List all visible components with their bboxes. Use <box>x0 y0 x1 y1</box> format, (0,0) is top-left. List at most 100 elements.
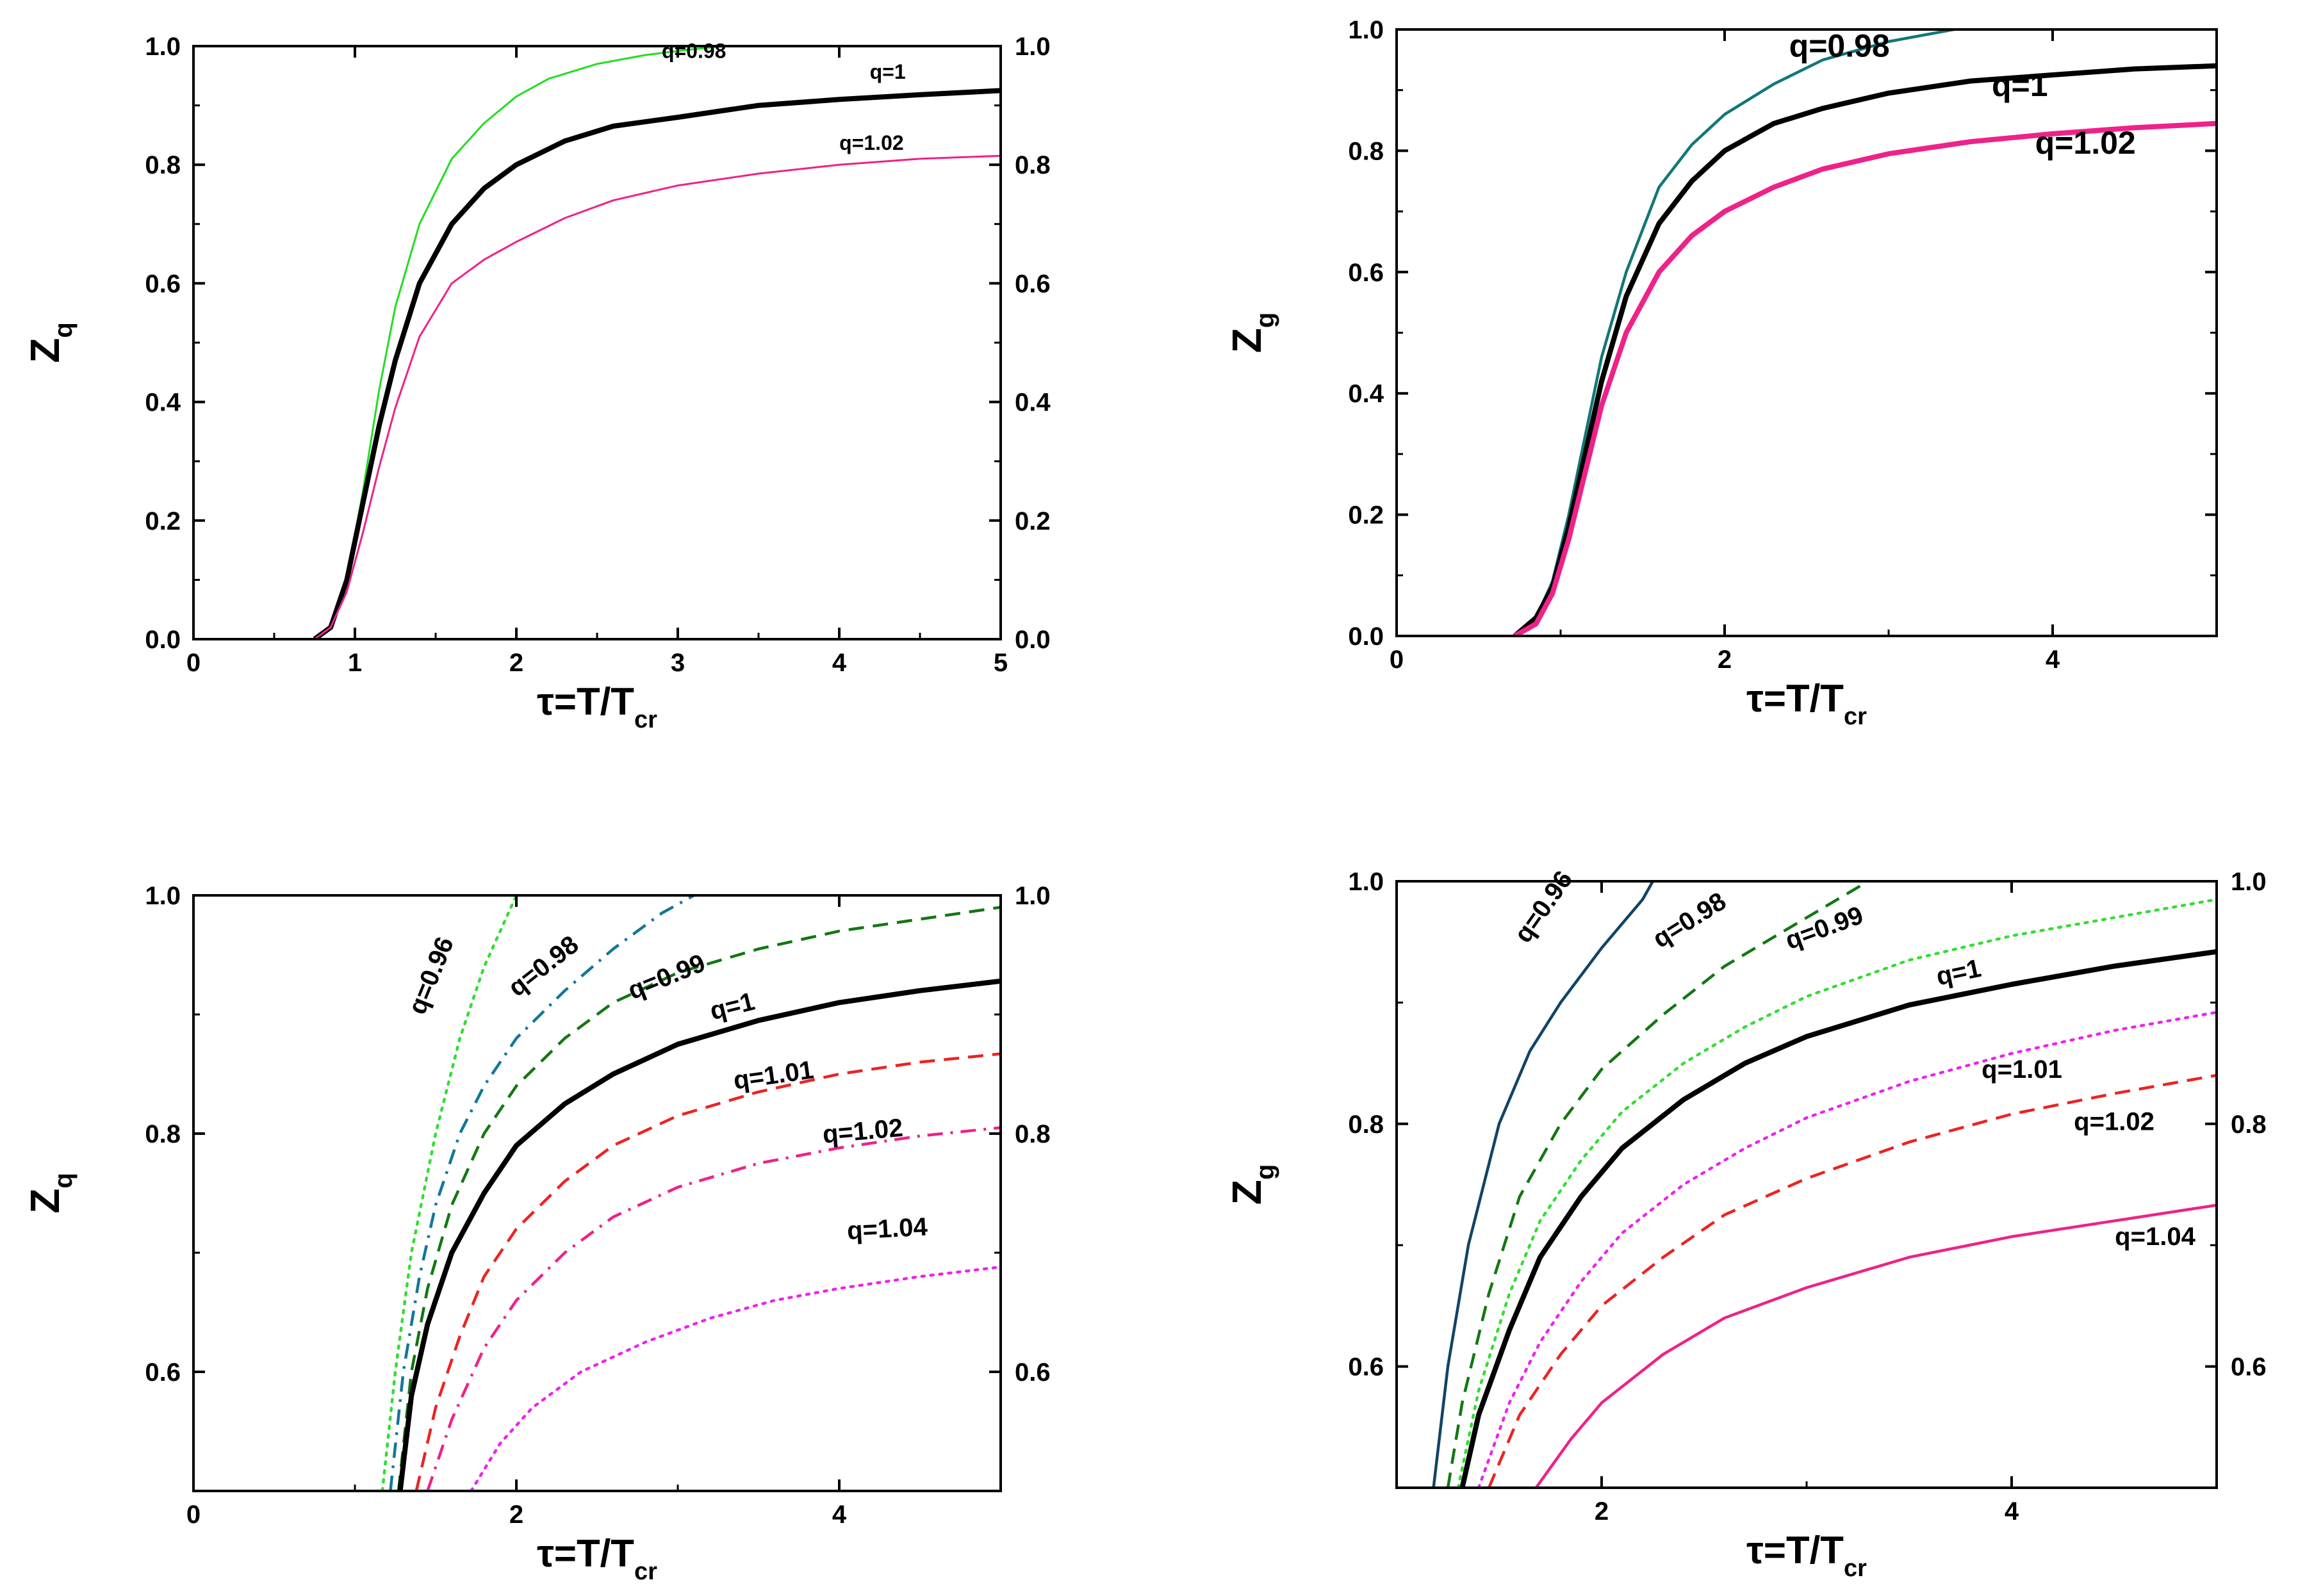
curve-label: q=1.01 <box>732 1055 816 1095</box>
x-axis-label: τ=T/Tcr <box>537 680 657 733</box>
panel-bottom-left: 0 2 4 0.6 0.6 0.8 0.8 1.0 1.0 τ=T/Tcr Zq q=0.96 q=0.… <box>22 882 1051 1585</box>
curve-label: q=1.04 <box>846 1213 929 1246</box>
panel-top-right: 0 2 4 0.0 0.2 0.4 0.6 0.8 1.0 τ=T/Tcr Zg q=0.98 q=1 q… <box>1224 16 2218 730</box>
y-tick-label: 1.0 <box>145 33 181 61</box>
series-group <box>313 46 1001 639</box>
curve-label: q=0.99 <box>1782 901 1867 955</box>
series-line-q-0-98 <box>1513 29 1955 636</box>
y-axis-label: Zq <box>22 322 78 363</box>
x-axis-label: τ=T/Tcr <box>537 1532 657 1585</box>
y-tick-label: 0.6 <box>1348 1353 1384 1381</box>
series-line-q-1-04 <box>1534 1203 2217 1488</box>
series-line-q-0-99 <box>397 906 1001 1491</box>
x-tick-label: 2 <box>509 1501 523 1529</box>
series-group <box>1513 29 2217 636</box>
y-tick-label: 0.6 <box>145 270 181 298</box>
y-tick-label-right: 1.0 <box>1015 882 1051 910</box>
plot-frame <box>192 894 1002 1492</box>
y-axis-label: Zq <box>22 1173 78 1214</box>
y-tick-label: 0.0 <box>145 626 181 654</box>
curve-label: q=1.02 <box>2074 1107 2154 1136</box>
panel-top-left: 0 1 2 3 4 50.0 0.00.2 0.20.4 0.40.6 0.60.8 0.81.0 1… <box>22 33 1051 733</box>
series-group <box>1432 881 2217 1488</box>
y-tick-label-right: 1.0 <box>1015 33 1051 61</box>
x-tick-label: 4 <box>2046 646 2060 674</box>
series-line-q-0-96 <box>381 895 518 1491</box>
y-tick-label-right: 0.8 <box>2231 1111 2267 1139</box>
x-tick-label: 4 <box>832 1501 847 1529</box>
curve-label: q=0.98 <box>662 40 726 63</box>
curve-label: q=0.98 <box>503 931 584 1002</box>
series-line-q-1 <box>1513 63 2217 636</box>
x-tick-label: 2 <box>1718 646 1732 674</box>
series-line-q-0-96 <box>1432 881 1654 1488</box>
series-line-q-1-02 <box>1513 120 2217 636</box>
curve-label: q=1.04 <box>2115 1223 2195 1251</box>
curve-label: q=1 <box>1933 954 1983 991</box>
x-tick-label: 4 <box>2005 1497 2019 1526</box>
y-tick-label: 0.4 <box>145 389 181 417</box>
series-line-q-0-99 <box>1456 898 2217 1488</box>
x-tick-label: 5 <box>994 649 1008 677</box>
y-tick-label-right: 1.0 <box>2231 868 2267 896</box>
y-tick-label-right: 0.6 <box>1015 270 1051 298</box>
series-line-q-1-02 <box>1487 1073 2217 1488</box>
curve-label: q=1.01 <box>1982 1055 2062 1084</box>
series-line-q-1-02 <box>314 154 1001 639</box>
curve-label: q=1 <box>707 988 758 1026</box>
curve-label: q=1.02 <box>821 1114 904 1149</box>
x-tick-label: 1 <box>348 649 362 677</box>
y-tick-label: 0.8 <box>1348 137 1384 165</box>
series-line-q-1 <box>397 978 1001 1491</box>
series-line-q-0-98 <box>314 46 726 639</box>
panel-bottom-right: 2 4 0.6 0.6 0.8 0.8 1.0 1.0 τ=T/Tcr Zg q=0.96 q=0.9… <box>1224 866 2267 1582</box>
y-tick-label: 0.0 <box>1348 623 1384 651</box>
x-tick-label: 3 <box>671 649 685 677</box>
x-tick-label: 0 <box>1390 646 1404 674</box>
y-tick-label-right: 0.2 <box>1015 507 1051 535</box>
y-tick-label: 0.8 <box>1348 1111 1384 1139</box>
curve-label: q=0.98 <box>1789 28 1890 64</box>
x-tick-label: 4 <box>832 649 847 677</box>
y-tick-label-right: 0.4 <box>1015 389 1051 417</box>
y-axis-label: Zg <box>1224 1164 1279 1205</box>
series-line-q-1-01 <box>1477 1011 2217 1488</box>
y-tick-label-right: 0.8 <box>1015 151 1051 179</box>
x-tick-label: 2 <box>1595 1497 1609 1526</box>
y-tick-label-right: 0.8 <box>1015 1120 1051 1148</box>
series-line-q-1 <box>1459 949 2217 1488</box>
y-tick-label: 1.0 <box>1348 868 1384 896</box>
y-tick-label: 0.6 <box>1348 259 1384 287</box>
series-line-q-1-02 <box>426 1126 1001 1491</box>
y-tick-label: 1.0 <box>1348 16 1384 44</box>
x-tick-label: 0 <box>186 649 201 677</box>
plot-frame <box>1395 28 2218 637</box>
y-tick-label-right: 0.6 <box>1015 1358 1051 1387</box>
curve-label: q=1 <box>1992 67 2048 103</box>
series-line-q-1 <box>313 88 1001 639</box>
curve-label: q=0.98 <box>1648 887 1731 954</box>
series-group <box>381 895 1001 1491</box>
y-tick-label-right: 0.6 <box>2231 1353 2267 1381</box>
y-axis-label: Zg <box>1224 313 1279 354</box>
series-line-q-0-98 <box>1446 881 1869 1488</box>
x-axis-label: τ=T/Tcr <box>1746 1529 1867 1582</box>
y-tick-label: 0.4 <box>1348 380 1384 408</box>
curve-label: q=0.96 <box>403 933 459 1018</box>
curve-label: q=1 <box>870 60 906 83</box>
y-tick-label: 0.2 <box>145 507 181 535</box>
y-tick-label-right: 0.0 <box>1015 626 1051 654</box>
y-tick-label: 0.8 <box>145 1120 181 1148</box>
x-tick-label: 0 <box>186 1501 201 1529</box>
x-tick-label: 2 <box>509 649 523 677</box>
series-line-q-1-01 <box>414 1052 1001 1491</box>
x-axis-label: τ=T/Tcr <box>1746 677 1867 730</box>
curve-label: q=0.99 <box>624 949 709 1006</box>
curve-label: q=1.02 <box>839 131 904 154</box>
curve-label: q=0.96 <box>1509 866 1578 948</box>
y-tick-label: 0.8 <box>145 151 181 179</box>
series-line-q-1-04 <box>470 1266 1001 1491</box>
y-tick-label: 1.0 <box>145 882 181 910</box>
curve-label: q=1.02 <box>2035 125 2136 161</box>
